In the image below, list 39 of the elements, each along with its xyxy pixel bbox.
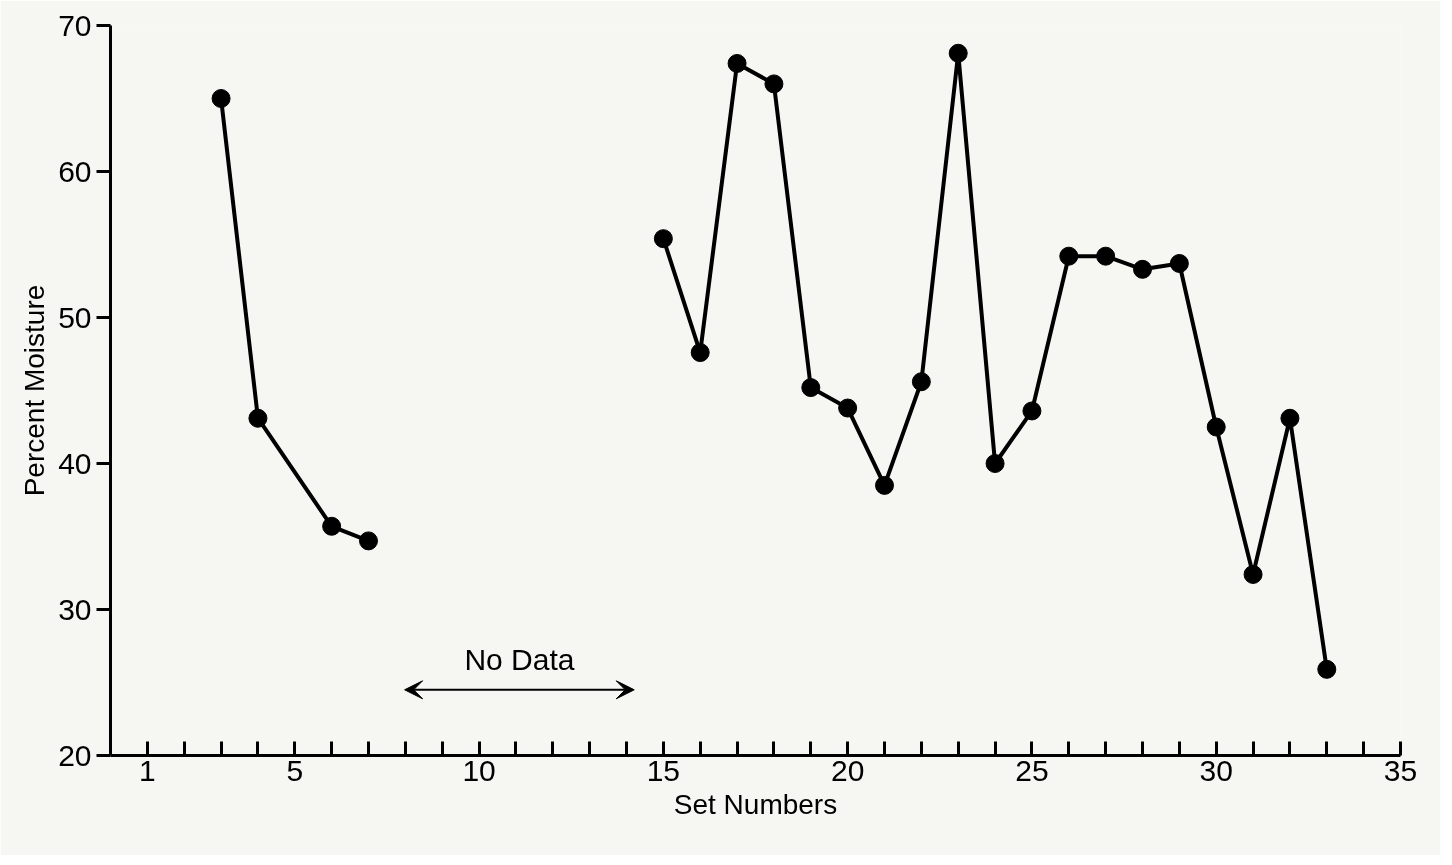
point <box>359 531 378 551</box>
x-tick-label: 35 <box>1383 753 1418 787</box>
point <box>985 454 1005 473</box>
point <box>1243 564 1263 584</box>
point <box>690 343 710 363</box>
y-tick-label: 70 <box>58 8 92 42</box>
y-axis-title: Percent Moisture <box>19 284 51 497</box>
x-tick-label: 25 <box>1015 753 1049 787</box>
point <box>1206 417 1226 437</box>
point <box>248 408 268 428</box>
point <box>1133 259 1152 279</box>
x-tick-label: 15 <box>646 753 681 787</box>
point <box>211 89 231 108</box>
point <box>322 516 342 536</box>
point <box>801 378 821 398</box>
x-tick-label: 10 <box>462 753 496 787</box>
x-tick-label: 1 <box>139 753 156 787</box>
point <box>838 398 858 418</box>
y-tick-label: 60 <box>58 154 92 188</box>
point <box>727 53 747 73</box>
point <box>875 475 894 495</box>
point <box>1280 408 1300 428</box>
x-tick-label: 5 <box>286 753 304 787</box>
x-axis-title: Set Numbers <box>673 788 838 820</box>
point <box>1317 659 1337 679</box>
y-tick-label: 30 <box>58 592 92 626</box>
point <box>1096 246 1116 266</box>
point <box>948 43 968 63</box>
point <box>653 229 673 249</box>
point <box>1059 246 1079 266</box>
point <box>764 74 784 94</box>
annotation: No Data <box>464 642 575 676</box>
y-tick-label: 50 <box>58 300 92 334</box>
x-tick-label: 30 <box>1199 753 1233 787</box>
point <box>1022 401 1042 421</box>
y-tick-label: 40 <box>58 446 92 480</box>
point <box>911 372 931 392</box>
x-tick-label: 20 <box>830 753 865 787</box>
point <box>1169 254 1189 273</box>
